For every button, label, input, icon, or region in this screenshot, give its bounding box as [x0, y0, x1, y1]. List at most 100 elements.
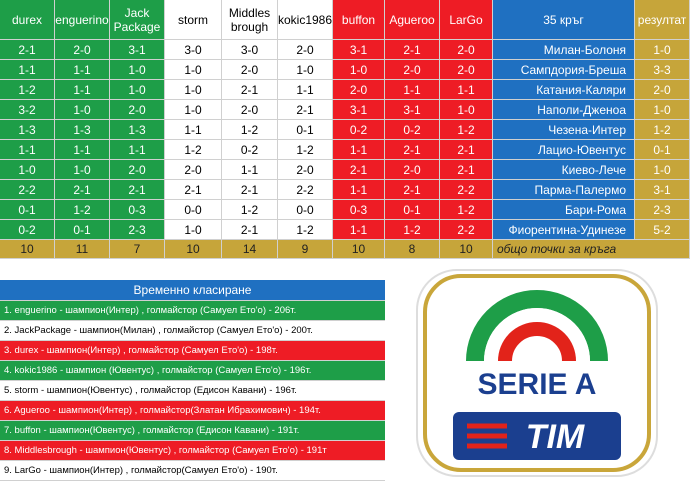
score-cell: 3-1 — [385, 100, 440, 120]
score-cell: 2-1 — [110, 180, 165, 200]
score-cell: 1-0 — [165, 60, 222, 80]
score-cell: 2-0 — [222, 60, 278, 80]
score-cell: 2-1 — [385, 140, 440, 160]
score-cell: 2-2 — [440, 180, 493, 200]
score-cell: 2-3 — [635, 200, 690, 220]
score-cell: 2-2 — [0, 180, 55, 200]
column-header: storm — [165, 0, 222, 40]
match-cell: Катания-Каляри — [493, 80, 635, 100]
standing-row: 8. Middlesbrough - шампион(Ювентус) , го… — [0, 441, 385, 461]
score-cell: 0-1 — [385, 200, 440, 220]
total-cell: 10 — [165, 240, 222, 259]
score-cell: 3-1 — [110, 40, 165, 60]
score-cell: 1-2 — [55, 200, 110, 220]
score-cell: 1-0 — [55, 100, 110, 120]
score-cell: 2-1 — [385, 180, 440, 200]
score-cell: 1-0 — [440, 100, 493, 120]
score-cell: 1-2 — [440, 200, 493, 220]
score-cell: 1-0 — [333, 60, 385, 80]
score-cell: 0-3 — [333, 200, 385, 220]
score-cell: 2-0 — [385, 60, 440, 80]
score-cell: 1-1 — [165, 120, 222, 140]
logo-sponsor: TIM — [526, 418, 585, 456]
score-cell: 2-0 — [440, 40, 493, 60]
score-cell: 1-2 — [222, 120, 278, 140]
match-cell: Милан-Болоня — [493, 40, 635, 60]
column-header: buffon — [333, 0, 385, 40]
score-cell: 3-2 — [0, 100, 55, 120]
score-cell: 0-0 — [165, 200, 222, 220]
score-cell: 1-0 — [0, 160, 55, 180]
score-cell: 2-1 — [333, 160, 385, 180]
score-cell: 2-0 — [165, 160, 222, 180]
total-cell: 9 — [278, 240, 333, 259]
score-cell: 2-1 — [55, 180, 110, 200]
standing-row: 3. durex - шампион(Интер) , голмайстор (… — [0, 341, 385, 361]
column-header: Agueroo — [385, 0, 440, 40]
score-cell: 1-1 — [333, 140, 385, 160]
score-cell: 1-1 — [55, 140, 110, 160]
score-cell: 2-0 — [110, 160, 165, 180]
score-cell: 2-1 — [222, 220, 278, 240]
score-cell: 1-1 — [55, 80, 110, 100]
score-cell: 2-1 — [165, 180, 222, 200]
column-header: Jack Package — [110, 0, 165, 40]
score-cell: 3-1 — [333, 100, 385, 120]
score-cell: 0-1 — [55, 220, 110, 240]
score-cell: 1-3 — [0, 120, 55, 140]
score-cell: 1-0 — [635, 100, 690, 120]
score-cell: 1-0 — [635, 160, 690, 180]
standing-row: 1. enguerino - шампион(Интер) , голмайст… — [0, 301, 385, 321]
match-cell: Бари-Рома — [493, 200, 635, 220]
standing-row: 9. LarGo - шампион(Интер) , голмайстор(С… — [0, 461, 385, 481]
score-cell: 2-0 — [55, 40, 110, 60]
score-cell: 1-2 — [278, 140, 333, 160]
score-cell: 1-0 — [110, 80, 165, 100]
score-cell: 1-0 — [635, 40, 690, 60]
score-cell: 2-0 — [278, 160, 333, 180]
score-cell: 0-2 — [385, 120, 440, 140]
column-header: LarGo — [440, 0, 493, 40]
score-cell: 2-0 — [222, 100, 278, 120]
score-cell: 1-2 — [222, 200, 278, 220]
score-cell: 1-0 — [165, 80, 222, 100]
score-cell: 1-2 — [635, 120, 690, 140]
standing-row: 2. JackPackage - шампион(Милан) , голмай… — [0, 321, 385, 341]
score-cell: 2-1 — [385, 40, 440, 60]
match-cell: Киево-Лече — [493, 160, 635, 180]
score-cell: 1-2 — [440, 120, 493, 140]
score-cell: 0-1 — [635, 140, 690, 160]
score-cell: 2-1 — [440, 140, 493, 160]
column-header: Middles brough — [222, 0, 278, 40]
score-cell: 3-1 — [333, 40, 385, 60]
score-cell: 3-1 — [635, 180, 690, 200]
column-header: durex — [0, 0, 55, 40]
standings-title: Временно класиране — [0, 280, 385, 301]
score-cell: 2-0 — [110, 100, 165, 120]
score-cell: 1-1 — [110, 140, 165, 160]
score-cell: 2-0 — [385, 160, 440, 180]
score-cell: 1-1 — [0, 140, 55, 160]
total-cell: 14 — [222, 240, 278, 259]
score-cell: 1-2 — [165, 140, 222, 160]
score-cell: 2-0 — [440, 60, 493, 80]
score-cell: 2-2 — [278, 180, 333, 200]
score-cell: 2-0 — [333, 80, 385, 100]
score-cell: 2-0 — [278, 40, 333, 60]
score-cell: 1-1 — [440, 80, 493, 100]
score-cell: 5-2 — [635, 220, 690, 240]
score-cell: 2-1 — [440, 160, 493, 180]
score-cell: 3-3 — [635, 60, 690, 80]
score-cell: 1-3 — [110, 120, 165, 140]
score-cell: 0-2 — [333, 120, 385, 140]
score-cell: 1-2 — [0, 80, 55, 100]
score-cell: 1-1 — [278, 80, 333, 100]
column-header: 35 кръг — [493, 0, 635, 40]
logo: SERIE A TIM — [416, 269, 658, 477]
total-cell: 10 — [0, 240, 55, 259]
column-header: enguerino — [55, 0, 110, 40]
score-cell: 1-0 — [165, 100, 222, 120]
totals-label: общо точки за кръга — [493, 240, 690, 259]
match-cell: Чезена-Интер — [493, 120, 635, 140]
score-cell: 0-3 — [110, 200, 165, 220]
